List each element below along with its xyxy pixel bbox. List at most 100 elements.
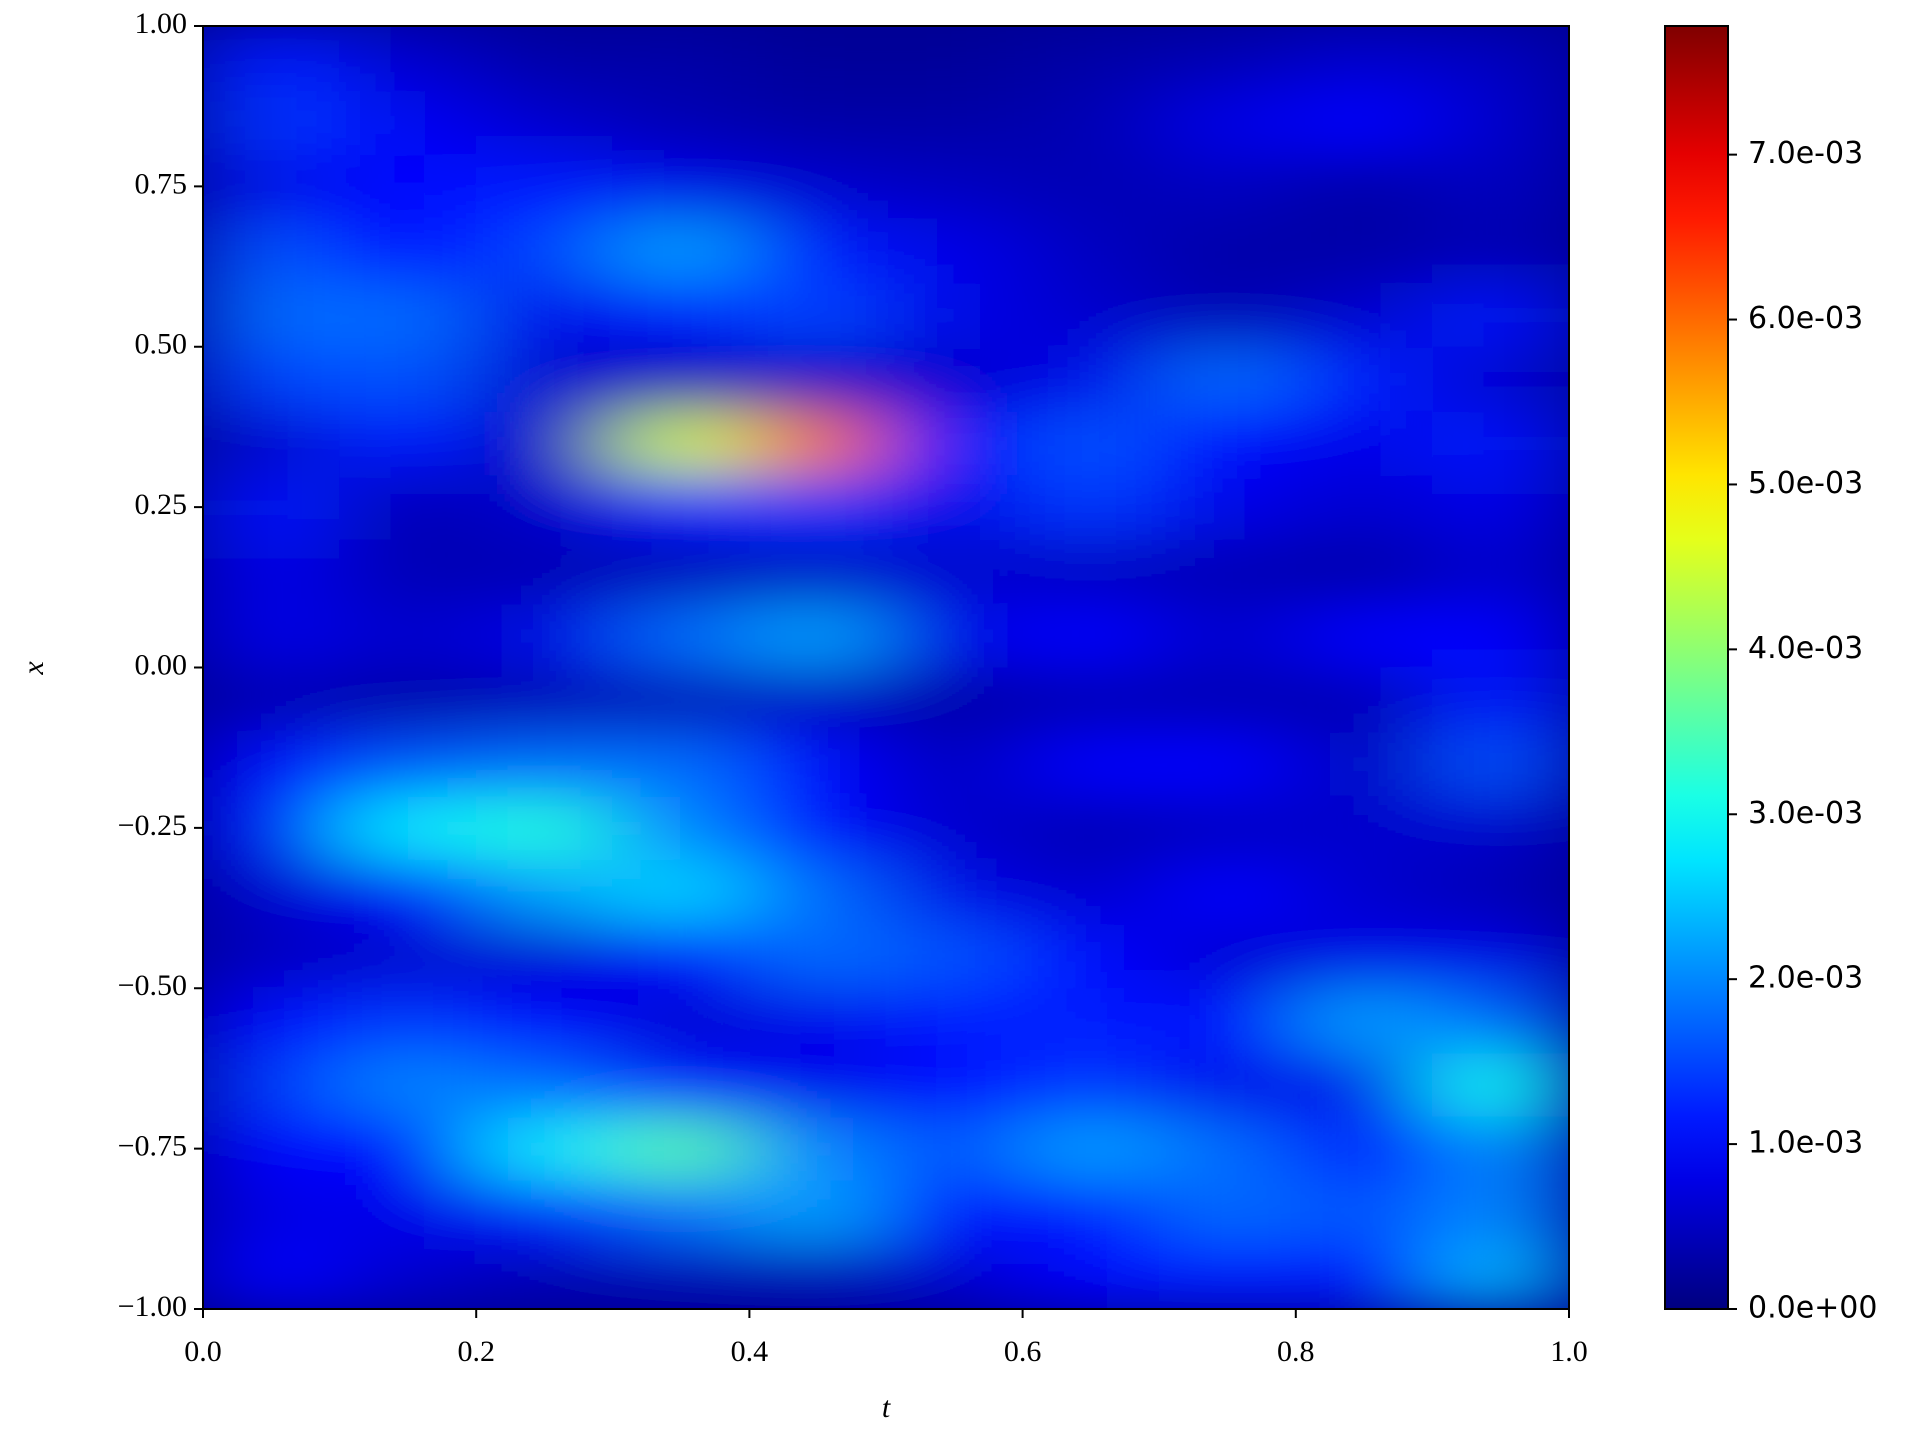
- heatmap-cell: [1022, 1180, 1160, 1246]
- heatmap-cell: [1431, 410, 1569, 476]
- heatmap-cell: [203, 667, 341, 733]
- heatmap-cell: [748, 923, 887, 989]
- heatmap-cell: [1022, 346, 1160, 412]
- heatmap-cell: [1295, 667, 1433, 733]
- y-tick-label: 0.50: [135, 328, 188, 361]
- heatmap-cell: [339, 1244, 477, 1309]
- heatmap-cell: [612, 474, 750, 540]
- heatmap-cell: [1295, 153, 1433, 219]
- heatmap-cell: [885, 410, 1024, 476]
- heatmap-cell: [203, 217, 341, 284]
- heatmap-cell: [1295, 731, 1433, 797]
- heatmap-cell: [339, 89, 477, 155]
- heatmap-cell: [1431, 474, 1569, 540]
- heatmap-cell: [475, 89, 614, 155]
- heatmap-cell: [748, 987, 887, 1053]
- heatmap-cell: [203, 89, 341, 155]
- heatmap-cell: [1158, 795, 1297, 861]
- heatmap-cell: [339, 923, 477, 989]
- heatmap-cell: [203, 410, 341, 476]
- heatmap-cell: [885, 1116, 1024, 1182]
- colorbar-tick-label: 1.0e-03: [1748, 1126, 1863, 1161]
- heatmap-cell: [612, 89, 750, 155]
- heatmap-cell: [1431, 859, 1569, 925]
- heatmap-cell: [339, 667, 477, 733]
- heatmap-cell: [1431, 1244, 1569, 1309]
- colorbar-tick-label: 5.0e-03: [1748, 466, 1863, 501]
- heatmap-cell: [475, 1180, 614, 1246]
- heatmap-cell: [1295, 923, 1433, 989]
- heatmap-cell: [612, 731, 750, 797]
- heatmap-cell: [1431, 1180, 1569, 1246]
- heatmap-cell: [203, 1244, 341, 1309]
- colorbar-tick-label: 7.0e-03: [1748, 136, 1863, 171]
- heatmap-area: [203, 26, 1569, 1309]
- heatmap-cell: [1158, 923, 1297, 989]
- heatmap-cell: [1431, 346, 1569, 412]
- heatmap-cell: [203, 1180, 341, 1246]
- heatmap-cell: [1295, 474, 1433, 540]
- y-tick-label: −1.00: [118, 1290, 187, 1323]
- heatmap-cell: [885, 474, 1024, 540]
- heatmap-cell: [475, 859, 614, 925]
- heatmap-cell: [748, 602, 887, 668]
- heatmap-cell: [339, 1180, 477, 1246]
- heatmap-cell: [748, 89, 887, 155]
- heatmap-cell: [1022, 923, 1160, 989]
- heatmap-cell: [748, 26, 887, 91]
- y-axis-label: x: [17, 661, 50, 676]
- heatmap-cell: [885, 987, 1024, 1053]
- heatmap-cell: [339, 602, 477, 668]
- heatmap-cell: [748, 1244, 887, 1309]
- heatmap-cell: [1022, 602, 1160, 668]
- heatmap-cell: [1431, 282, 1569, 348]
- y-tick-label: −0.50: [118, 969, 187, 1002]
- colorbar-tick-label: 3.0e-03: [1748, 796, 1863, 831]
- x-tick-label: 0.8: [1277, 1335, 1315, 1368]
- heatmap-cell: [1295, 346, 1433, 412]
- heatmap-cell: [203, 602, 341, 668]
- heatmap-cell: [885, 217, 1024, 284]
- heatmap-cell: [1431, 731, 1569, 797]
- heatmap-cell: [1431, 923, 1569, 989]
- y-tick-label: 1.00: [135, 7, 188, 40]
- heatmap-cell: [475, 1244, 614, 1309]
- heatmap-cell: [1158, 153, 1297, 219]
- heatmap-cell: [612, 859, 750, 925]
- heatmap-cell: [748, 282, 887, 348]
- heatmap-cell: [1158, 602, 1297, 668]
- heatmap-cell: [748, 1116, 887, 1182]
- heatmap-cell: [1022, 1244, 1160, 1309]
- heatmap-cell: [339, 474, 477, 540]
- heatmap-cell: [1158, 282, 1297, 348]
- colorbar-tick-label: 2.0e-03: [1748, 961, 1863, 996]
- heatmap-cell: [612, 410, 750, 476]
- heatmap-cell: [1022, 538, 1160, 604]
- heatmap-cell: [475, 923, 614, 989]
- heatmap-cell: [748, 731, 887, 797]
- heatmap-cell: [203, 987, 341, 1053]
- heatmap-cell: [1158, 859, 1297, 925]
- x-tick-label: 1.0: [1550, 1335, 1588, 1368]
- heatmap-cell: [339, 153, 477, 219]
- heatmap-cell: [1295, 1116, 1433, 1182]
- heatmap-cell: [1431, 602, 1569, 668]
- heatmap-cell: [475, 26, 614, 91]
- heatmap-cell: [748, 859, 887, 925]
- heatmap-cell: [1022, 1116, 1160, 1182]
- heatmap-cell: [203, 26, 341, 91]
- heatmap-cell: [1431, 153, 1569, 219]
- heatmap-cell: [612, 795, 750, 861]
- heatmap-cell: [203, 795, 341, 861]
- heatmap-cell: [885, 26, 1024, 91]
- heatmap-cell: [1158, 1116, 1297, 1182]
- heatmap-cell: [339, 1051, 477, 1118]
- heatmap-cell: [1431, 1116, 1569, 1182]
- heatmap-cell: [1431, 795, 1569, 861]
- heatmap-cell: [339, 26, 477, 91]
- heatmap-cell: [1295, 987, 1433, 1053]
- heatmap-cell: [748, 410, 887, 476]
- heatmap-cell: [612, 667, 750, 733]
- heatmap-cell: [1431, 987, 1569, 1053]
